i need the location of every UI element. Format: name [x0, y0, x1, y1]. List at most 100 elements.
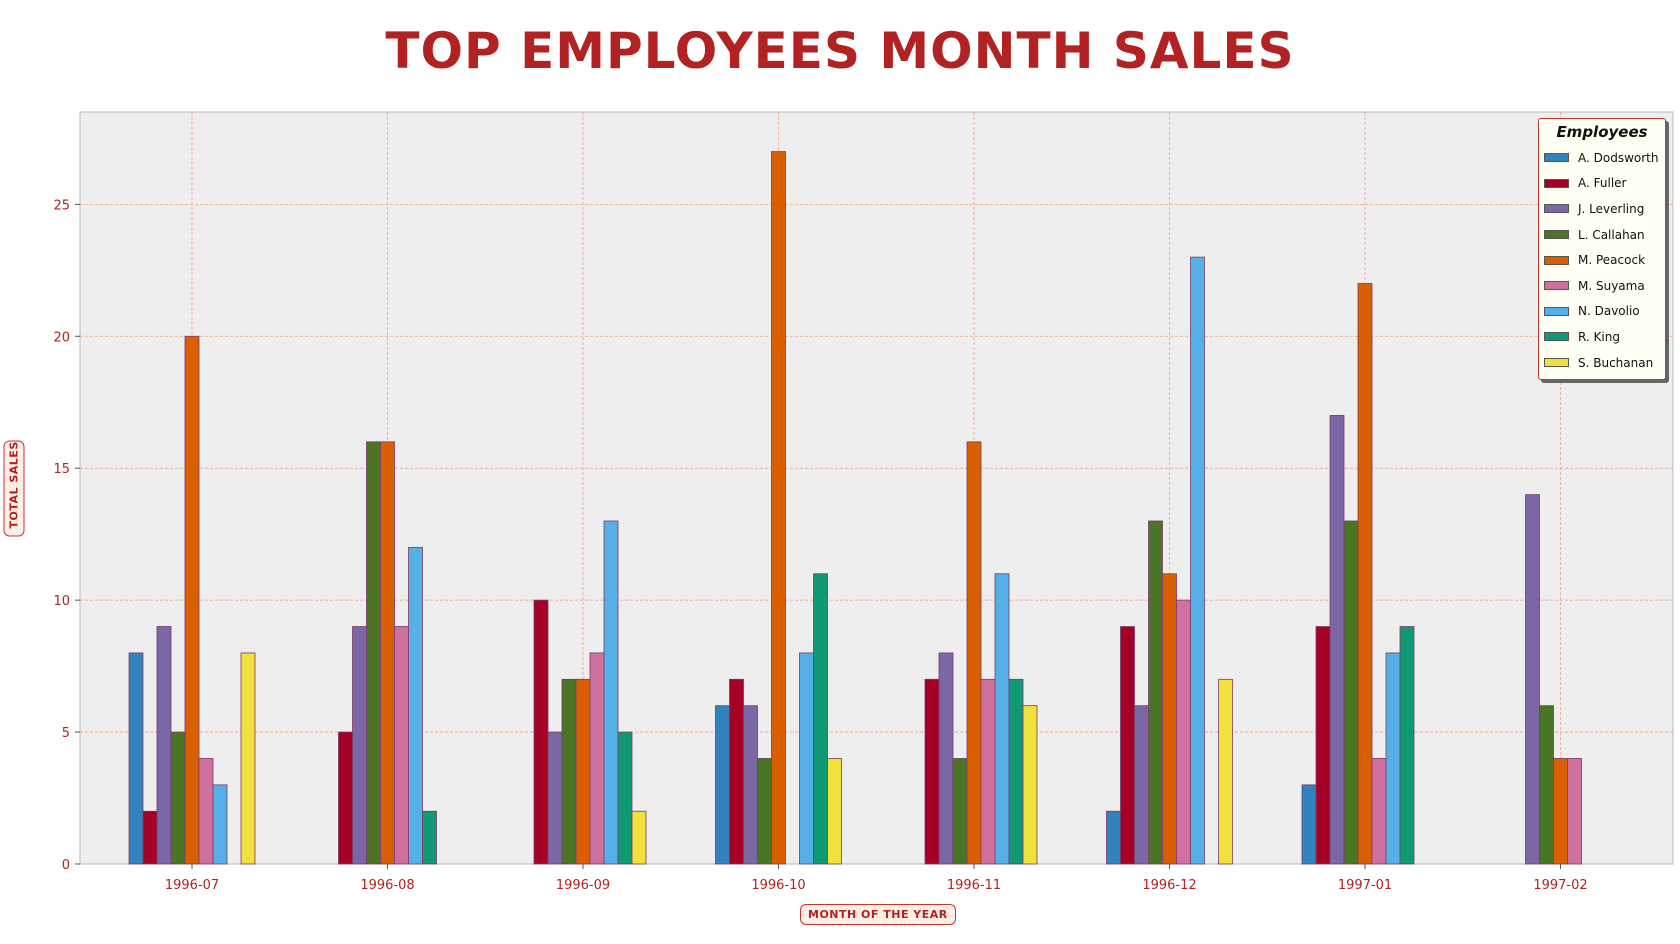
legend-label: S. Buchanan — [1578, 355, 1654, 370]
legend-swatch — [1544, 178, 1569, 188]
legend-item: M. Suyama — [1539, 273, 1665, 299]
bar — [1371, 758, 1387, 865]
bar — [212, 784, 228, 865]
bar — [338, 731, 353, 865]
bar — [1385, 652, 1401, 865]
bar — [1567, 758, 1582, 865]
bar — [575, 678, 591, 865]
y-tick-label: 20 — [53, 330, 70, 345]
bar — [715, 705, 730, 865]
x-tick-label: 1996-12 — [1142, 878, 1196, 893]
bar — [743, 705, 758, 865]
legend-label: R. King — [1578, 329, 1620, 344]
legend-swatch — [1544, 153, 1569, 163]
legend-title: Employees — [1556, 123, 1648, 141]
bar — [142, 810, 158, 865]
bar — [617, 731, 633, 865]
bar — [757, 758, 772, 865]
legend-label: A. Dodsworth — [1578, 150, 1659, 165]
legend-swatch — [1544, 255, 1569, 265]
bar — [533, 599, 549, 865]
y-tick-label: 10 — [53, 594, 70, 609]
bar — [1008, 678, 1024, 865]
bar — [924, 678, 940, 865]
x-tick-label: 1996-08 — [360, 878, 414, 893]
bar — [422, 810, 437, 865]
bar — [1162, 573, 1177, 865]
legend-label: N. Davolio — [1578, 304, 1640, 319]
bar — [240, 652, 256, 865]
bar — [1120, 626, 1135, 865]
y-tick-label: 0 — [62, 858, 70, 873]
legend-item: M. Peacock — [1539, 247, 1665, 273]
bar — [352, 626, 367, 865]
legend-swatch — [1544, 204, 1569, 214]
bar — [1553, 758, 1568, 865]
bar — [184, 335, 200, 865]
bar — [1539, 705, 1554, 865]
bar — [394, 626, 409, 865]
bar — [952, 758, 968, 865]
bar — [380, 441, 395, 865]
bar — [1357, 283, 1373, 865]
y-tick-label: 5 — [62, 726, 70, 741]
plot-area — [79, 111, 1674, 865]
bar — [631, 810, 647, 865]
legend-swatch — [1544, 281, 1569, 291]
bar — [980, 678, 996, 865]
legend-label: M. Suyama — [1578, 278, 1645, 293]
bar — [799, 652, 814, 865]
x-axis-label: MONTH OF THE YEAR — [800, 904, 956, 925]
bar — [994, 573, 1010, 865]
bar — [589, 652, 605, 865]
bar — [1134, 705, 1149, 865]
bar — [366, 441, 381, 865]
legend-swatch — [1544, 230, 1569, 240]
x-tick-label: 1996-11 — [947, 878, 1001, 893]
bar — [1343, 520, 1359, 865]
y-tick-label: 25 — [53, 198, 70, 213]
legend-swatch — [1544, 332, 1569, 342]
bar — [156, 626, 172, 865]
legend-item: A. Fuller — [1539, 171, 1665, 197]
bar — [938, 652, 954, 865]
bar — [1190, 256, 1205, 865]
x-tick-label: 1996-10 — [751, 878, 805, 893]
bar — [1218, 678, 1233, 865]
legend-item: J. Leverling — [1539, 196, 1665, 222]
legend-label: J. Leverling — [1578, 201, 1645, 216]
bar — [547, 731, 563, 865]
legend-label: M. Peacock — [1578, 253, 1646, 268]
bar — [1399, 626, 1415, 865]
bar — [1315, 626, 1331, 865]
x-tick-label: 1996-07 — [165, 878, 219, 893]
bar — [771, 151, 786, 865]
bar — [827, 758, 842, 865]
legend-item: N. Davolio — [1539, 299, 1665, 325]
bar — [1148, 520, 1163, 865]
legend-label: L. Callahan — [1578, 227, 1645, 242]
bar — [561, 678, 577, 865]
legend-label: A. Fuller — [1578, 176, 1627, 191]
x-tick-label: 1997-01 — [1338, 878, 1392, 893]
bar — [1525, 494, 1540, 865]
legend: Employees A. Dodsworth A. Fuller J. Leverl… — [1538, 118, 1666, 381]
bar — [1301, 784, 1317, 865]
bar — [603, 520, 619, 865]
legend-item: A. Dodsworth — [1539, 145, 1665, 171]
legend-swatch — [1544, 358, 1569, 368]
bar — [813, 573, 828, 865]
legend-item: S. Buchanan — [1539, 350, 1665, 376]
bar — [966, 441, 982, 865]
bar — [408, 546, 423, 865]
bar — [170, 731, 186, 865]
chart-title: TOP EMPLOYEES MONTH SALES — [385, 22, 1295, 80]
bar — [198, 758, 214, 865]
x-tick-label: 1996-09 — [556, 878, 610, 893]
bar — [1176, 599, 1191, 865]
y-axis-label: TOTAL SALES — [3, 440, 25, 537]
x-tick-label: 1997-02 — [1533, 878, 1587, 893]
bar — [1022, 705, 1038, 865]
legend-item: R. King — [1539, 324, 1665, 350]
bar — [729, 678, 744, 865]
